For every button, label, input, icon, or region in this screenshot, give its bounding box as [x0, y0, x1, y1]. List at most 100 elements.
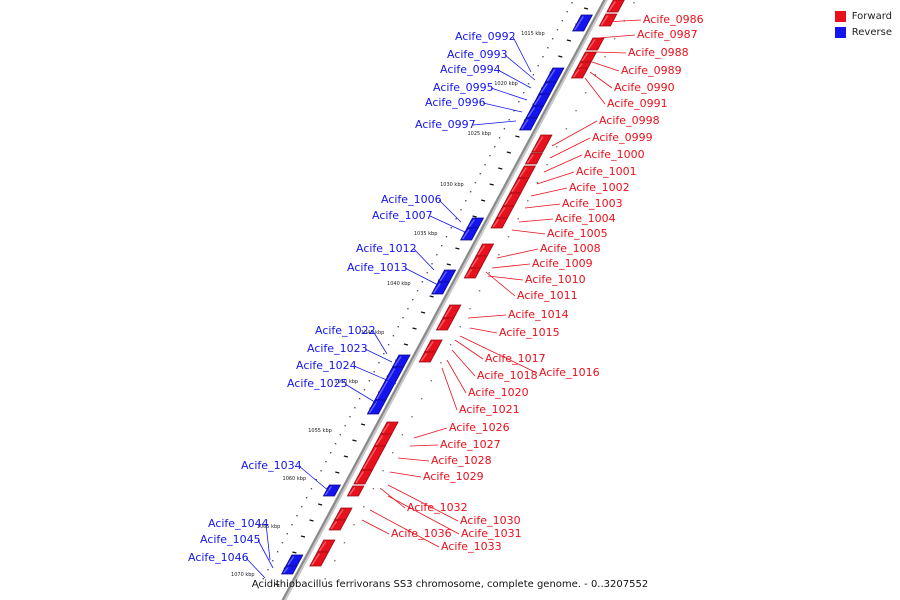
forward-gene-block: [418, 351, 437, 363]
forward-gene-label: Acife_0989: [621, 64, 682, 77]
lane-dash: [446, 263, 451, 266]
reverse-gene-label: Acife_0994: [440, 63, 501, 76]
forward-gene-label: Acife_1020: [468, 386, 529, 399]
forward-gene-block: [353, 469, 374, 485]
forward-gene-block-highlight: [581, 53, 589, 62]
forward-leader-line: [361, 519, 390, 535]
forward-gene-label: Acife_1026: [449, 421, 510, 434]
lane-dash: [292, 551, 297, 554]
backbone-line: [281, 0, 606, 600]
forward-gene-block-highlight: [587, 39, 596, 50]
backbone-shadow: [282, 0, 609, 600]
forward-leader-line: [530, 187, 568, 197]
guide-dot: [368, 380, 371, 382]
kbp-tick-label: 1045 kbp: [361, 330, 385, 336]
forward-gene-block-highlight: [426, 341, 434, 352]
guide-dot: [507, 236, 510, 238]
gene-layer: [280, 0, 625, 575]
guide-dot: [378, 362, 380, 364]
guide-dot: [547, 47, 549, 49]
reverse-gene-label: Acife_1034: [241, 459, 302, 472]
guide-dot: [455, 218, 457, 220]
forward-gene-block-highlight: [355, 471, 364, 484]
legend-reverse-label: Reverse: [851, 26, 892, 38]
reverse-leader-line: [482, 102, 523, 113]
guide-dot: [517, 218, 519, 220]
reverse-gene-label: Acife_1024: [296, 359, 357, 372]
forward-gene-block-highlight: [471, 257, 479, 268]
guide-dot: [527, 83, 530, 85]
reverse-gene-block-highlight: [368, 401, 378, 414]
guide-dot: [594, 74, 597, 76]
forward-gene-block-highlight: [318, 541, 327, 552]
reverse-gene-label: Acife_1007: [372, 209, 433, 222]
forward-gene-label: Acife_1000: [584, 148, 645, 161]
reverse-gene-block-highlight: [546, 69, 556, 82]
guide-dot: [633, 2, 635, 4]
guide-dot: [272, 560, 274, 562]
forward-leader-line: [496, 248, 539, 259]
guide-dot: [334, 443, 337, 445]
guide-dot: [363, 506, 365, 508]
guide-dot: [373, 371, 375, 373]
forward-gene-block: [490, 217, 509, 229]
forward-gene-label: Acife_1015: [499, 326, 560, 339]
lane-dash: [472, 215, 477, 218]
guide-dot: [257, 587, 260, 589]
forward-leader-line: [459, 335, 538, 374]
forward-gene-block: [606, 0, 625, 13]
forward-gene-label: Acife_1003: [562, 197, 623, 210]
reverse-gene-label: Acife_1046: [188, 551, 249, 564]
guide-dot: [551, 38, 554, 40]
forward-gene-block: [598, 13, 618, 27]
guide-dot: [513, 110, 515, 112]
guide-dot: [344, 425, 346, 427]
forward-gene-label: Acife_0999: [592, 131, 653, 144]
legend-reverse: Reverse: [834, 24, 892, 40]
guide-dot: [430, 380, 433, 382]
forward-leader-line: [584, 77, 606, 105]
forward-gene-label: Acife_1018: [477, 369, 538, 382]
forward-leader-line: [591, 61, 620, 72]
reverse-leader-line: [504, 54, 536, 81]
reverse-gene-label: Acife_1023: [307, 342, 368, 355]
reverse-gene-block-highlight: [287, 556, 295, 566]
lane-dash: [309, 519, 314, 522]
reverse-leader-line: [353, 365, 397, 385]
forward-gene-label: Acife_1033: [441, 540, 502, 553]
guide-dot: [276, 551, 279, 553]
kbp-tick-label: 1070 kbp: [231, 572, 255, 578]
genome-caption: Acidithiobacillus ferrivorans SS3 chromo…: [252, 579, 648, 590]
lane-dash: [275, 583, 280, 586]
reverse-leader-line: [298, 465, 331, 493]
forward-gene-block-highlight: [362, 447, 377, 470]
guide-dot: [416, 290, 419, 292]
forward-leader-line: [389, 471, 422, 478]
reverse-swatch: [834, 26, 846, 38]
guide-dot: [324, 578, 326, 580]
forward-gene-label: Acife_1002: [569, 181, 630, 194]
guide-dot: [421, 281, 424, 283]
forward-leader-line: [467, 314, 507, 319]
forward-leader-line: [551, 120, 598, 147]
lane-dash: [360, 423, 366, 426]
lane-dash: [480, 199, 486, 202]
reverse-gene-block: [518, 117, 538, 131]
lane-dash: [566, 39, 572, 42]
guide-dot: [315, 479, 317, 481]
forward-leader-line: [549, 137, 591, 159]
forward-gene-block-highlight: [511, 179, 521, 193]
guide-dot: [412, 299, 414, 301]
forward-gene-block-highlight: [437, 319, 446, 330]
guide-dot: [556, 29, 559, 31]
reverse-leader-line: [413, 248, 435, 271]
forward-leader-line: [511, 229, 546, 235]
guide-dot: [484, 164, 486, 166]
kbp-tick-label: 1065 kbp: [257, 524, 281, 530]
forward-leader-line: [604, 19, 642, 23]
guide-dot: [585, 92, 587, 94]
reverse-gene-block-highlight: [540, 83, 548, 94]
guide-dot: [537, 65, 539, 67]
forward-leader-line: [536, 171, 575, 185]
